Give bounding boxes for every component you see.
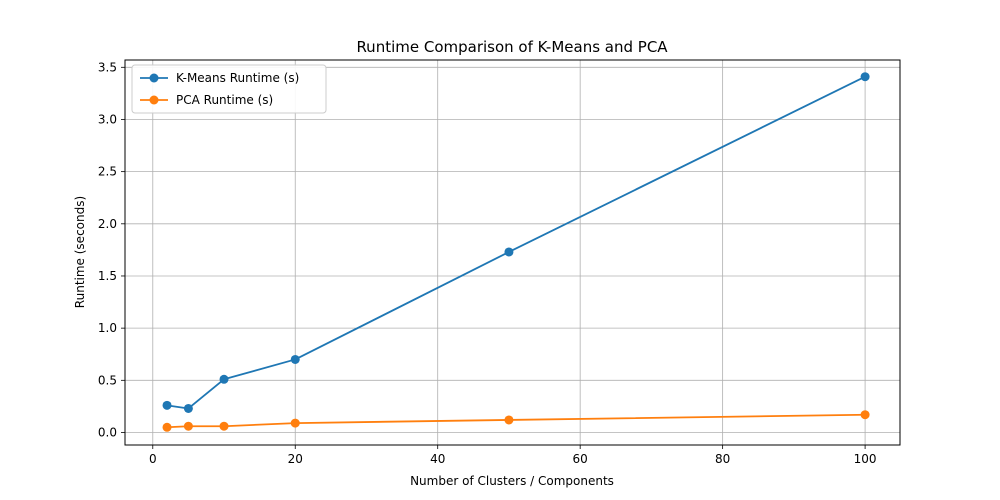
data-point-series-0 [183, 403, 193, 413]
y-tick-label: 1.5 [98, 269, 117, 283]
y-tick-label: 3.5 [98, 60, 117, 74]
legend-box [131, 64, 327, 114]
y-tick-label: 2.0 [98, 217, 117, 231]
x-axis-label: Number of Clusters / Components [410, 474, 614, 488]
x-tick-label: 0 [149, 452, 157, 466]
data-point-series-0 [504, 247, 514, 257]
y-tick-label: 0.5 [98, 373, 117, 387]
y-tick-label: 3.0 [98, 112, 117, 126]
axis-ticks: 0 20 40 60 80 100 0.0 0.5 1.0 1.5 2.0 2.5 3.0 3.5 [98, 60, 877, 466]
data-point-series-0 [290, 354, 300, 364]
data-point-series-1 [162, 422, 172, 432]
legend-marker-pca [149, 95, 159, 105]
legend-label-pca: PCA Runtime (s) [176, 93, 273, 107]
legend: K-Means Runtime (s) PCA Runtime (s) [131, 64, 327, 114]
data-point-series-0 [860, 72, 870, 82]
y-axis-label: Runtime (seconds) [73, 196, 87, 308]
x-tick-label: 80 [715, 452, 730, 466]
y-tick-label: 0.0 [98, 425, 117, 439]
y-tick-label: 1.0 [98, 321, 117, 335]
series [162, 72, 870, 432]
data-point-series-1 [290, 418, 300, 428]
plot-frame [124, 59, 901, 446]
x-tick-label: 100 [854, 452, 877, 466]
data-point-series-1 [504, 415, 514, 425]
data-point-series-0 [162, 400, 172, 410]
y-tick-label: 2.5 [98, 165, 117, 179]
legend-marker-kmeans [149, 73, 159, 83]
data-point-series-1 [219, 421, 229, 431]
data-point-series-1 [183, 421, 193, 431]
x-tick-label: 40 [430, 452, 445, 466]
chart-title: Runtime Comparison of K-Means and PCA [356, 38, 668, 56]
grid [125, 60, 900, 445]
x-tick-label: 20 [288, 452, 303, 466]
x-tick-label: 60 [573, 452, 588, 466]
data-point-series-0 [219, 374, 229, 384]
legend-label-kmeans: K-Means Runtime (s) [176, 71, 299, 85]
data-point-series-1 [860, 410, 870, 420]
